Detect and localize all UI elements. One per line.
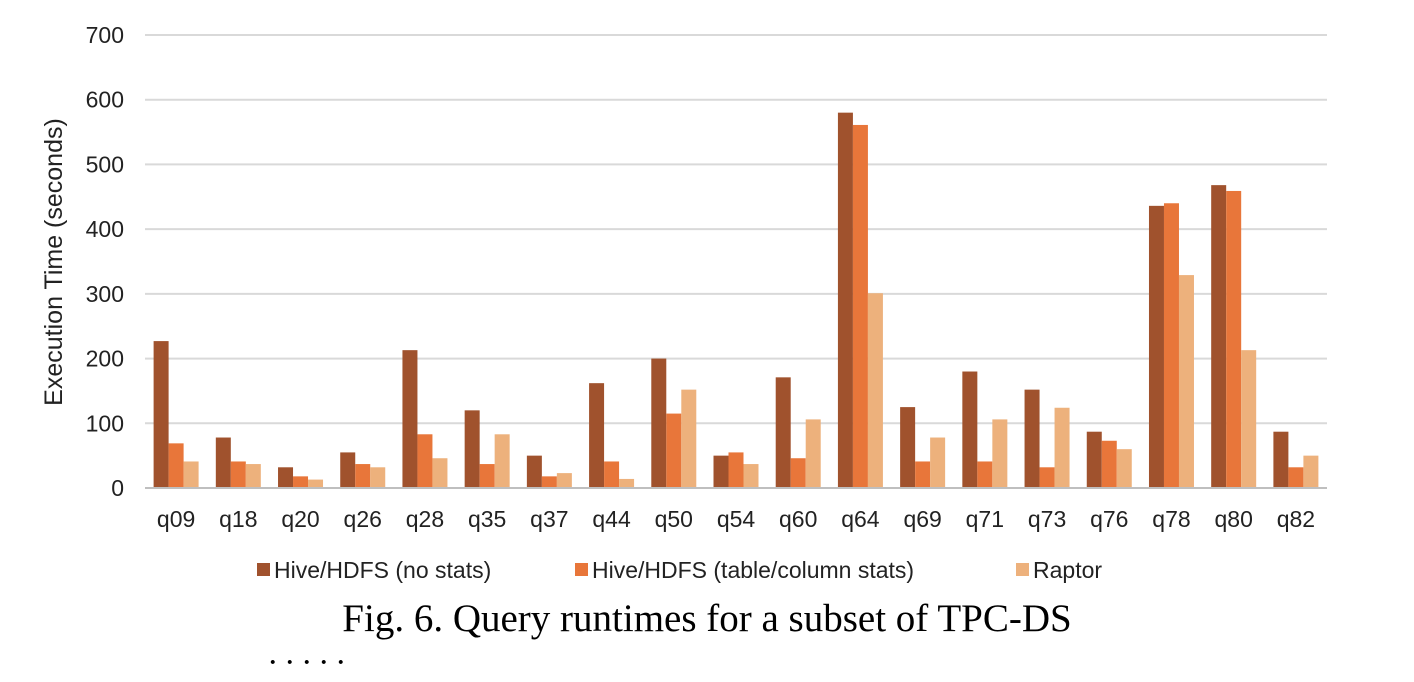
bar-q60-series-1 — [775, 377, 791, 488]
legend-label: Hive/HDFS (no stats) — [274, 557, 491, 583]
bar-q50-series-3 — [681, 389, 697, 488]
bar-q69-series-3 — [930, 437, 946, 488]
legend-swatch — [575, 563, 588, 576]
x-tick-label: q35 — [468, 506, 506, 532]
legend-label: Hive/HDFS (table/column stats) — [592, 557, 914, 583]
bar-q60-series-2 — [790, 458, 806, 488]
bar-q09-series-3 — [183, 461, 199, 488]
x-tick-label: q82 — [1277, 506, 1315, 532]
legend-label: Raptor — [1033, 557, 1102, 583]
x-tick-label: q28 — [406, 506, 444, 532]
bar-q78-series-1 — [1148, 205, 1164, 489]
bar-q18-series-3 — [245, 464, 261, 488]
x-tick-label: q18 — [219, 506, 257, 532]
bar-q44-series-2 — [604, 461, 620, 488]
bar-q37-series-3 — [556, 473, 572, 488]
bar-q35-series-1 — [464, 410, 480, 488]
bar-q69-series-2 — [915, 461, 931, 488]
gridlines — [145, 34, 1327, 425]
y-axis-ticks: 0 100 200 300 400 500 600 700 — [86, 22, 124, 501]
x-tick-label: q78 — [1152, 506, 1190, 532]
bar-q20-series-3 — [308, 479, 324, 488]
bar-q78-series-2 — [1163, 203, 1179, 488]
bar-q35-series-2 — [479, 464, 495, 488]
bar-q71-series-1 — [962, 371, 978, 488]
y-tick-label: 700 — [86, 22, 124, 48]
bar-q71-series-3 — [992, 419, 1008, 488]
bar-q80-series-3 — [1241, 350, 1257, 488]
x-tick-label: q80 — [1214, 506, 1252, 532]
bar-q28-series-3 — [432, 458, 448, 488]
y-axis-title: Execution Time (seconds) — [40, 118, 68, 406]
legend-swatch — [1016, 563, 1029, 576]
bars — [153, 112, 1319, 489]
bar-chart: 0 100 200 300 400 500 600 700 Execution Time (s… — [40, 22, 1327, 583]
bar-q60-series-3 — [805, 419, 821, 488]
bar-q76-series-1 — [1086, 431, 1102, 488]
bar-q78-series-3 — [1178, 275, 1194, 488]
bar-q37-series-1 — [526, 455, 542, 488]
x-tick-label: q71 — [966, 506, 1004, 532]
bar-q80-series-2 — [1226, 190, 1242, 488]
y-tick-label: 400 — [86, 216, 124, 242]
bar-q76-series-2 — [1101, 440, 1117, 488]
x-tick-label: q60 — [779, 506, 817, 532]
bar-q54-series-2 — [728, 452, 744, 488]
bar-q26-series-2 — [355, 464, 371, 488]
cut-off-text: · · · · · — [268, 644, 345, 681]
bar-q26-series-3 — [370, 467, 386, 488]
legend-swatch — [257, 563, 270, 576]
bar-q09-series-1 — [153, 341, 169, 488]
bar-q69-series-1 — [900, 407, 916, 488]
bar-q82-series-1 — [1273, 431, 1289, 488]
x-tick-label: q44 — [592, 506, 631, 532]
bar-q50-series-2 — [666, 413, 682, 488]
x-tick-label: q73 — [1028, 506, 1066, 532]
figure-caption: Fig. 6. Query runtimes for a subset of T… — [342, 597, 1072, 640]
bar-q76-series-3 — [1116, 449, 1132, 488]
y-tick-label: 500 — [86, 151, 124, 177]
bar-q73-series-2 — [1039, 467, 1055, 488]
bar-q26-series-1 — [340, 452, 356, 488]
bar-q09-series-2 — [168, 443, 184, 488]
bar-q28-series-2 — [417, 434, 433, 488]
legend: Hive/HDFS (no stats) Hive/HDFS (table/col… — [257, 557, 1102, 583]
bar-q28-series-1 — [402, 350, 418, 488]
bar-q50-series-1 — [651, 358, 667, 488]
bar-q64-series-3 — [867, 293, 883, 488]
x-tick-label: q54 — [717, 506, 756, 532]
bar-q64-series-1 — [837, 112, 853, 489]
y-tick-label: 0 — [111, 475, 124, 501]
x-tick-label: q64 — [841, 506, 880, 532]
bar-q82-series-2 — [1288, 467, 1304, 488]
bar-q20-series-2 — [293, 476, 309, 488]
x-tick-label: q09 — [157, 506, 195, 532]
bar-q71-series-2 — [977, 461, 993, 488]
x-axis-ticks: q09 q18 q20 q26 q28 q35 q37 q44 q50 q54 q60 q64 q69 q… — [157, 506, 1315, 532]
bar-q54-series-1 — [713, 455, 729, 488]
bar-q18-series-2 — [230, 461, 246, 488]
x-tick-label: q50 — [655, 506, 693, 532]
bar-q73-series-3 — [1054, 407, 1070, 488]
bar-q18-series-1 — [215, 437, 231, 488]
bar-q73-series-1 — [1024, 389, 1040, 488]
y-tick-label: 200 — [86, 346, 124, 372]
y-tick-label: 100 — [86, 410, 124, 436]
x-tick-label: q20 — [281, 506, 319, 532]
bar-q82-series-3 — [1303, 455, 1319, 488]
bar-q44-series-3 — [619, 478, 635, 488]
x-tick-label: q26 — [344, 506, 382, 532]
bar-q37-series-2 — [541, 476, 557, 488]
bar-q44-series-1 — [589, 383, 605, 488]
bar-q35-series-3 — [494, 434, 510, 488]
bar-q64-series-2 — [852, 124, 868, 489]
bar-q54-series-3 — [743, 464, 759, 488]
y-tick-label: 600 — [86, 87, 124, 113]
y-tick-label: 300 — [86, 281, 124, 307]
x-tick-label: q37 — [530, 506, 568, 532]
x-tick-label: q69 — [903, 506, 941, 532]
x-tick-label: q76 — [1090, 506, 1128, 532]
bar-q80-series-1 — [1211, 185, 1227, 488]
bar-q20-series-1 — [278, 467, 294, 488]
